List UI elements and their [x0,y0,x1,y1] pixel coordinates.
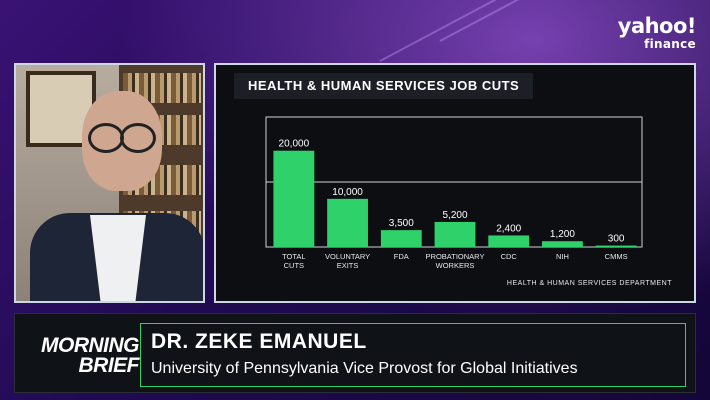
category-label: CDC [501,252,518,261]
data-label: 3,500 [389,218,414,229]
data-label: 20,000 [279,139,310,150]
logo-line-1: yahoo! [617,14,697,38]
bar [273,150,315,247]
chart-panel: HEALTH & HUMAN SERVICES JOB CUTS 20,000 T… [214,63,696,303]
category-label: WORKERS [436,261,475,270]
chart-source: HEALTH & HUMAN SERVICES DEPARTMENT [506,280,672,287]
data-label: 1,200 [550,229,575,240]
guest-title: University of Pennsylvania Vice Provost … [151,360,578,377]
bar [595,245,637,247]
category-label: NIH [556,252,569,261]
bar [434,221,476,247]
bar [542,241,583,247]
guest-name: DR. ZEKE EMANUEL [151,330,367,353]
data-label: 300 [608,234,625,245]
video-glasses-right [120,123,156,153]
bar [327,198,368,247]
category-label: CMMS [605,252,628,261]
bar [488,235,530,247]
data-label: 2,400 [496,223,521,234]
guest-info-box: DR. ZEKE EMANUEL University of Pennsylva… [140,323,686,387]
morning-brief-logo: MORNING BRIEF [27,334,140,377]
data-label: 5,200 [442,210,467,221]
video-guest-shirt [90,215,146,301]
category-label: PROBATIONARY [426,252,485,261]
show-line-1: MORNING [41,334,140,357]
category-label: VOLUNTARY [325,252,370,261]
yahoo-finance-logo: yahoo! finance [617,14,697,51]
guest-video-feed [14,63,205,303]
data-label: 10,000 [332,187,363,198]
video-glasses-left [88,123,124,153]
bar [380,230,422,247]
category-label: CUTS [284,261,304,270]
category-label: FDA [394,252,409,261]
logo-line-2: finance [644,37,696,51]
show-line-2: BRIEF [78,353,140,377]
lower-third: MORNING BRIEF DR. ZEKE EMANUEL Universit… [14,313,696,393]
chart-title: HEALTH & HUMAN SERVICES JOB CUTS [234,73,534,99]
category-label: TOTAL [282,252,305,261]
category-label: EXITS [337,261,359,270]
